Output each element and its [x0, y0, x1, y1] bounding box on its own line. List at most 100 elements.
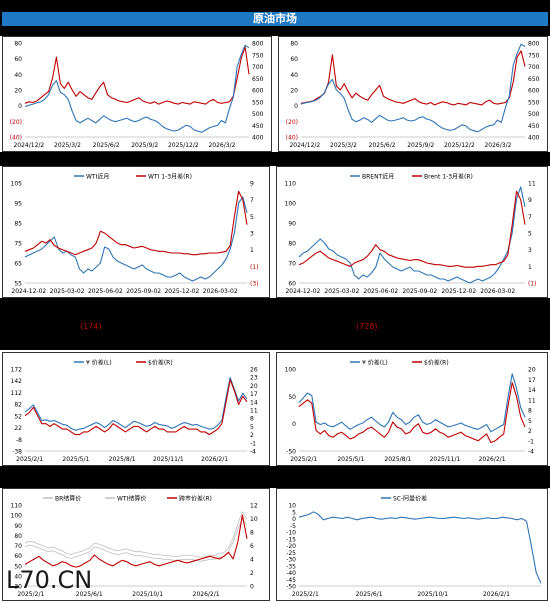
black-band — [0, 152, 550, 166]
y-right-tick-label: 450 — [252, 123, 264, 130]
y-right-tick-label: 1 — [250, 247, 254, 254]
legend-label: ¥ 价差(L) — [362, 359, 388, 367]
series-line-1 — [24, 518, 248, 562]
y-left-tick-label: -15 — [286, 536, 296, 543]
y-right-tick-label: 5 — [528, 231, 532, 238]
y-left-tick-label: 95 — [14, 201, 22, 208]
y-right-tick-label: 8 — [250, 416, 254, 423]
y-right-tick-label: 750 — [252, 52, 264, 59]
series-line-1 — [298, 382, 526, 444]
x-tick-label: 2025/5/1 — [62, 456, 89, 463]
y-right-tick-label: 7 — [250, 197, 254, 204]
y-right-tick-label: 9 — [250, 181, 254, 188]
y-left-tick-label: 90 — [288, 221, 296, 228]
series-line-0 — [24, 196, 248, 282]
y-right-tick-label: 3 — [250, 231, 254, 238]
title-bar: 原油市场 — [0, 0, 550, 28]
y-left-tick-label: 60 — [290, 56, 298, 63]
chart-panel: 80 60 40 20 0 (20) (40) 800 750 700 650 600 550 500 45… — [2, 36, 272, 152]
y-left-tick-label: 80 — [14, 41, 22, 48]
y-left-tick-label: 50 — [14, 563, 22, 570]
x-tick-label: 2025-12-02 — [164, 288, 199, 295]
chart-svg: 110 100 90 80 70 60 50 40 30 12 10 8 6 4 2 0 2025/2/1 202… — [11, 495, 258, 599]
y-left-tick-label: -8 — [16, 437, 22, 444]
x-tick-label: 2025-12-02 — [441, 288, 476, 295]
y-left-tick-label: 22 — [14, 425, 22, 432]
y-left-tick-label: (20) — [10, 119, 22, 126]
chart-panel: 105 95 85 75 65 55 9 7 5 3 1 (1) (3) 2024-12-02 2025-0… — [2, 166, 270, 298]
y-right-tick-label: 5 — [250, 424, 254, 431]
chart-panel: 110 100 90 80 70 60 11 9 7 5 3 1 (1) 2024-12-02 2025-0… — [276, 166, 548, 298]
y-left-tick-label: 75 — [14, 241, 22, 248]
y-right-tick-label: 800 — [528, 41, 540, 48]
x-tick-label: 2025/6/2 — [93, 142, 120, 149]
y-right-tick-label: 800 — [252, 41, 264, 48]
y-right-tick-label: -4 — [528, 449, 534, 456]
y-right-tick-label: -1 — [250, 440, 256, 447]
y-right-tick-label: 600 — [528, 88, 540, 95]
y-left-tick-label: 85 — [14, 221, 22, 228]
y-left-tick-label: 70 — [288, 261, 296, 268]
x-tick-label: 2025/11/1 — [430, 456, 461, 463]
y-right-tick-label: 17 — [250, 391, 258, 398]
chart-svg: 100 50 0 -50 20 17 14 11 8 5 2 -1 -4 2025/2/1 2025/5/1… — [285, 359, 536, 464]
chart-svg: 80 60 40 20 0 (20) (40) 800 750 700 650 600 550 500 45… — [10, 41, 264, 150]
y-left-tick-label: -50 — [286, 449, 296, 456]
y-right-tick-label: -1 — [528, 438, 534, 445]
mid-label-right: (728) — [356, 322, 378, 331]
y-left-tick-label: -45 — [286, 577, 296, 584]
x-tick-label: 2025-09-02 — [126, 288, 161, 295]
y-left-tick-label: 110 — [11, 503, 23, 510]
x-tick-label: 2025/6/1 — [76, 591, 103, 598]
y-left-tick-label: 0 — [294, 103, 298, 110]
y-right-tick-label: 11 — [528, 397, 536, 404]
y-left-tick-label: -10 — [286, 530, 296, 537]
legend-label: WTI 1-3月差(R) — [148, 173, 192, 181]
y-left-tick-label: 100 — [11, 513, 23, 520]
chart-panel: 110 100 90 80 70 60 50 40 30 12 10 8 6 4 2 0 2025/2/1 202… — [2, 488, 270, 601]
y-left-tick-label: 40 — [14, 72, 22, 79]
y-right-tick-label: 700 — [252, 64, 264, 71]
y-left-tick-label: -20 — [286, 543, 296, 550]
y-left-tick-label: 5 — [292, 509, 296, 516]
y-right-tick-label: 3 — [528, 247, 532, 254]
y-right-tick-label: 8 — [528, 408, 532, 415]
chart-panel: 100 50 0 -50 20 17 14 11 8 5 2 -1 -4 2025/2/1 2025/5/1… — [276, 352, 548, 466]
y-left-tick-label: 0 — [292, 516, 296, 523]
chart-svg: 172142112825222-8-38262320171411852-1-42… — [11, 359, 258, 464]
y-right-tick-label: 450 — [528, 123, 540, 130]
black-band — [0, 466, 550, 488]
series-line-0 — [300, 50, 526, 106]
x-tick-label: 2024-12-02 — [285, 288, 320, 295]
x-tick-label: 2026-03-02 — [480, 288, 515, 295]
x-tick-label: 2025/10/1 — [132, 591, 163, 598]
chart-panel: 10 5 0 -5 -10 -15 -20 -25 -30 -35 -40 -45 -50 2025/2/… — [276, 488, 548, 601]
x-tick-label: 2026/3/2 — [208, 142, 235, 149]
y-right-tick-label: 750 — [528, 52, 540, 59]
y-right-tick-label: 5 — [250, 214, 254, 221]
series-line-2 — [24, 514, 248, 568]
y-right-tick-label: 20 — [528, 367, 536, 374]
y-left-tick-label: -35 — [286, 563, 296, 570]
y-left-tick-label: (40) — [10, 135, 22, 142]
x-tick-label: 2025-03-02 — [324, 288, 359, 295]
y-right-tick-label: 6 — [250, 543, 254, 550]
x-tick-label: 2026/2/1 — [483, 591, 510, 598]
y-right-tick-label: 4 — [250, 557, 254, 564]
y-right-tick-label: 20 — [250, 383, 258, 390]
y-left-tick-label: 65 — [14, 261, 22, 268]
y-left-tick-label: 172 — [11, 367, 23, 374]
x-tick-label: 2025/8/1 — [384, 456, 411, 463]
x-tick-label: 2026/3/2 — [484, 142, 511, 149]
y-left-tick-label: 110 — [285, 181, 297, 188]
y-left-tick-label: 30 — [14, 584, 22, 591]
y-left-tick-label: 40 — [14, 573, 22, 580]
y-left-tick-label: 60 — [288, 281, 296, 288]
chart-svg: 1050-5-10-15-20-25-30-35-40-45-502025/2/… — [286, 495, 542, 598]
y-left-tick-label: -30 — [286, 557, 296, 564]
x-tick-label: 2026/2/1 — [193, 591, 220, 598]
x-tick-label: 2025/8/1 — [109, 456, 136, 463]
y-left-tick-label: -38 — [12, 449, 22, 456]
series-line-0 — [298, 373, 526, 433]
legend-label: WTI近月 — [86, 173, 109, 181]
